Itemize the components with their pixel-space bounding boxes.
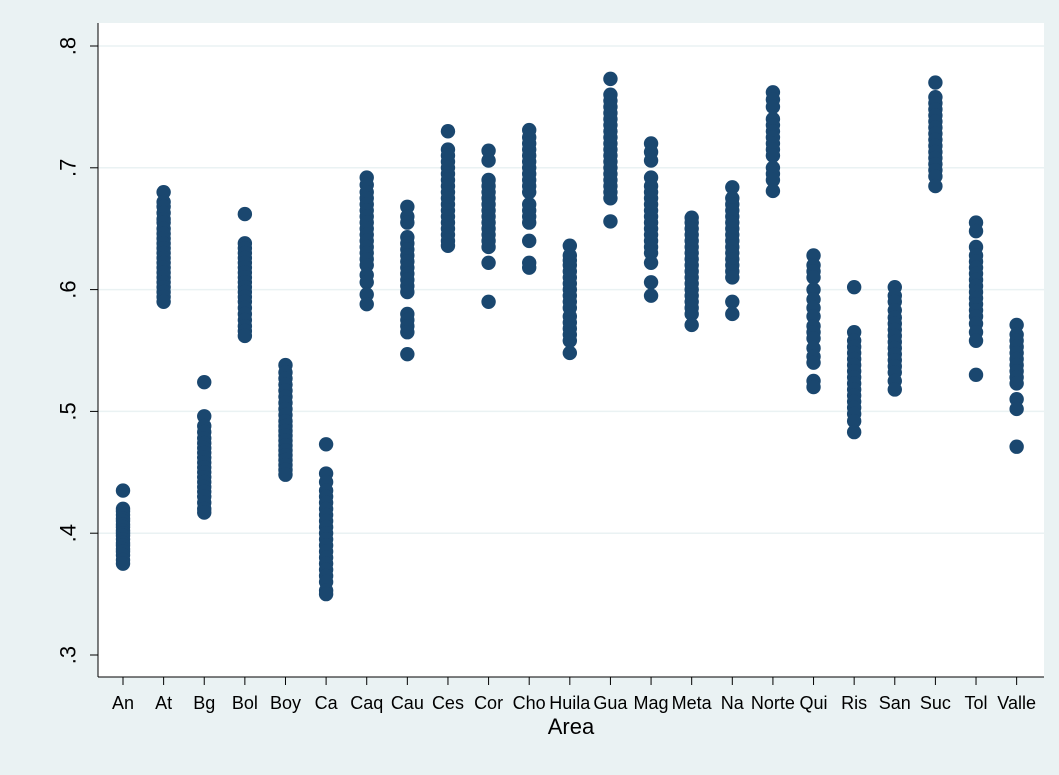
- data-point: [887, 382, 902, 397]
- data-point: [765, 172, 781, 188]
- data-point: [400, 284, 415, 300]
- data-point: [237, 328, 253, 344]
- data-point: [197, 374, 212, 390]
- data-point: [481, 239, 496, 255]
- y-tick-label: .6: [56, 280, 81, 298]
- data-point: [481, 255, 496, 271]
- data-point: [603, 191, 618, 206]
- x-tick-label: Boy: [270, 693, 301, 713]
- data-point: [765, 183, 781, 199]
- data-point: [522, 184, 537, 200]
- x-tick-label: An: [112, 693, 134, 713]
- x-tick-label: San: [879, 693, 911, 713]
- data-point: [765, 148, 781, 163]
- x-tick-label: Cor: [474, 693, 503, 713]
- y-tick-label: .5: [56, 402, 81, 420]
- data-point: [359, 297, 374, 312]
- data-point: [1009, 376, 1024, 391]
- data-point: [684, 317, 699, 333]
- data-point: [562, 333, 578, 348]
- x-tick-label: Suc: [920, 693, 951, 713]
- x-tick-label: Huila: [549, 693, 591, 713]
- data-point: [115, 556, 131, 571]
- data-point: [359, 275, 374, 290]
- data-point: [522, 215, 537, 230]
- data-point: [806, 355, 821, 370]
- x-axis: An At Bg Bol Boy Ca Caq Cau Ces Cor Cho Huila Gua Mag…: [98, 676, 1044, 713]
- data-point: [156, 294, 171, 309]
- data-point: [1009, 401, 1024, 417]
- data-point: [1009, 439, 1024, 454]
- data-point: [643, 288, 659, 303]
- data-point: [725, 180, 740, 195]
- y-tick-label: .3: [56, 646, 81, 664]
- data-point: [318, 586, 334, 602]
- data-point: [603, 214, 618, 229]
- x-tick-label: Ces: [432, 693, 464, 713]
- data-point: [522, 260, 537, 275]
- data-point: [684, 306, 699, 322]
- x-axis-title: Area: [548, 714, 595, 739]
- data-point: [440, 238, 456, 253]
- x-tick-label: Cau: [391, 693, 424, 713]
- data-point: [562, 345, 578, 361]
- data-point: [197, 505, 212, 520]
- x-tick-label: Bol: [232, 693, 258, 713]
- x-tick-label: Caq: [350, 693, 383, 713]
- data-point: [928, 75, 943, 90]
- x-tick-label: Cho: [513, 693, 546, 713]
- y-tick-label: .4: [56, 524, 81, 542]
- data-point: [643, 255, 659, 271]
- data-point: [481, 153, 496, 168]
- data-point: [278, 467, 293, 482]
- data-point: [237, 206, 253, 222]
- data-point: [968, 333, 984, 348]
- x-tick-label: Gua: [593, 693, 628, 713]
- data-point: [968, 223, 984, 239]
- data-point: [643, 153, 659, 168]
- data-point: [643, 275, 659, 290]
- x-tick-label: Mag: [634, 693, 669, 713]
- data-point: [846, 413, 862, 429]
- data-point: [725, 294, 740, 309]
- y-axis: .3 .4 .5 .6 .7 .8: [56, 23, 99, 677]
- data-point: [928, 178, 943, 194]
- data-point: [481, 294, 496, 309]
- data-point: [115, 483, 131, 498]
- x-tick-label: At: [155, 693, 172, 713]
- data-point: [440, 124, 456, 139]
- data-point: [968, 367, 984, 383]
- x-tick-label: Bg: [193, 693, 215, 713]
- y-tick-label: .7: [56, 159, 81, 177]
- data-point: [318, 437, 334, 452]
- y-tick-label: .8: [56, 37, 81, 55]
- data-point: [846, 279, 862, 295]
- x-tick-label: Ris: [841, 693, 867, 713]
- data-point: [400, 215, 415, 230]
- data-point: [806, 270, 821, 285]
- data-point: [765, 99, 781, 115]
- x-tick-label: Tol: [965, 693, 988, 713]
- x-tick-label: Ca: [315, 693, 339, 713]
- data-points: [115, 71, 1024, 602]
- x-tick-label: Qui: [800, 693, 828, 713]
- x-tick-label: Valle: [997, 693, 1036, 713]
- data-point: [603, 71, 618, 87]
- data-point: [725, 270, 740, 285]
- data-point: [522, 233, 537, 249]
- x-tick-label: Meta: [672, 693, 713, 713]
- x-tick-label: Norte: [751, 693, 795, 713]
- data-point: [806, 379, 821, 395]
- data-point: [400, 346, 415, 362]
- x-tick-label: Na: [721, 693, 745, 713]
- data-point: [400, 325, 415, 340]
- data-point: [846, 424, 862, 440]
- data-point: [725, 306, 740, 322]
